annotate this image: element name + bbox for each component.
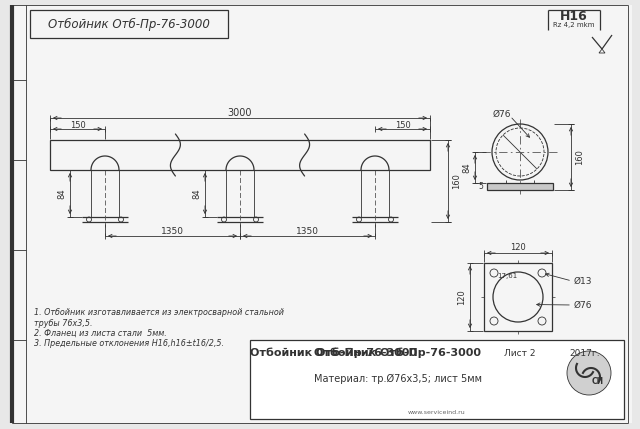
Text: 1. Отбойник изготавливается из электросварной стальной: 1. Отбойник изготавливается из электросв… bbox=[34, 308, 284, 317]
Text: H16: H16 bbox=[560, 10, 588, 24]
Text: 160: 160 bbox=[452, 173, 461, 189]
Bar bbox=[30, 10, 228, 38]
Text: Ø76: Ø76 bbox=[574, 300, 593, 309]
Text: 120: 120 bbox=[510, 244, 526, 253]
Text: 2017г.: 2017г. bbox=[570, 348, 600, 357]
Text: 3. Предельные отклонения Н16,h16±t16/2,5.: 3. Предельные отклонения Н16,h16±t16/2,5… bbox=[34, 339, 224, 348]
Text: 17,61: 17,61 bbox=[497, 273, 517, 279]
Text: 150: 150 bbox=[395, 121, 410, 130]
Circle shape bbox=[567, 351, 611, 395]
Text: Отбойник Отб-Пр-76-3000: Отбойник Отб-Пр-76-3000 bbox=[250, 348, 417, 358]
Text: 84: 84 bbox=[58, 188, 67, 199]
Text: Материал: тр.Ø76x3,5; лист 5мм: Материал: тр.Ø76x3,5; лист 5мм bbox=[314, 374, 482, 384]
Text: 160: 160 bbox=[575, 149, 584, 165]
Text: 84: 84 bbox=[193, 188, 202, 199]
Bar bbox=[487, 183, 553, 190]
Text: Ø13: Ø13 bbox=[574, 277, 593, 286]
Text: 5: 5 bbox=[478, 182, 483, 191]
Bar bbox=[250, 340, 624, 419]
Text: 120: 120 bbox=[458, 289, 467, 305]
Text: 150: 150 bbox=[70, 121, 85, 130]
Text: 1350: 1350 bbox=[296, 227, 319, 236]
Text: www.serviceind.ru: www.serviceind.ru bbox=[408, 411, 466, 416]
Text: Отбойник Отб-Пр-76-3000: Отбойник Отб-Пр-76-3000 bbox=[314, 348, 481, 358]
Text: 2. Фланец из листа стали  5мм.: 2. Фланец из листа стали 5мм. bbox=[34, 329, 167, 338]
Text: Отбойник Отб-Пр-76-3000: Отбойник Отб-Пр-76-3000 bbox=[48, 18, 210, 30]
Text: 84: 84 bbox=[463, 162, 472, 173]
Bar bbox=[50, 140, 430, 170]
Text: Лист 2: Лист 2 bbox=[504, 348, 536, 357]
Text: 1350: 1350 bbox=[161, 227, 184, 236]
Bar bbox=[484, 263, 552, 331]
Text: СИ: СИ bbox=[592, 377, 604, 386]
Text: 3000: 3000 bbox=[228, 108, 252, 118]
Text: Rz 4,2 mkm: Rz 4,2 mkm bbox=[553, 22, 595, 28]
Text: трубы 76x3,5.: трубы 76x3,5. bbox=[34, 318, 93, 327]
Text: Ø76: Ø76 bbox=[493, 109, 511, 118]
